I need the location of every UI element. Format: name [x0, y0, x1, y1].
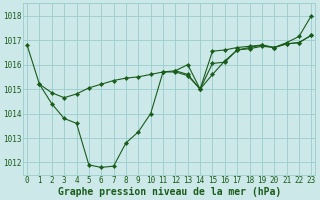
- X-axis label: Graphe pression niveau de la mer (hPa): Graphe pression niveau de la mer (hPa): [58, 186, 281, 197]
